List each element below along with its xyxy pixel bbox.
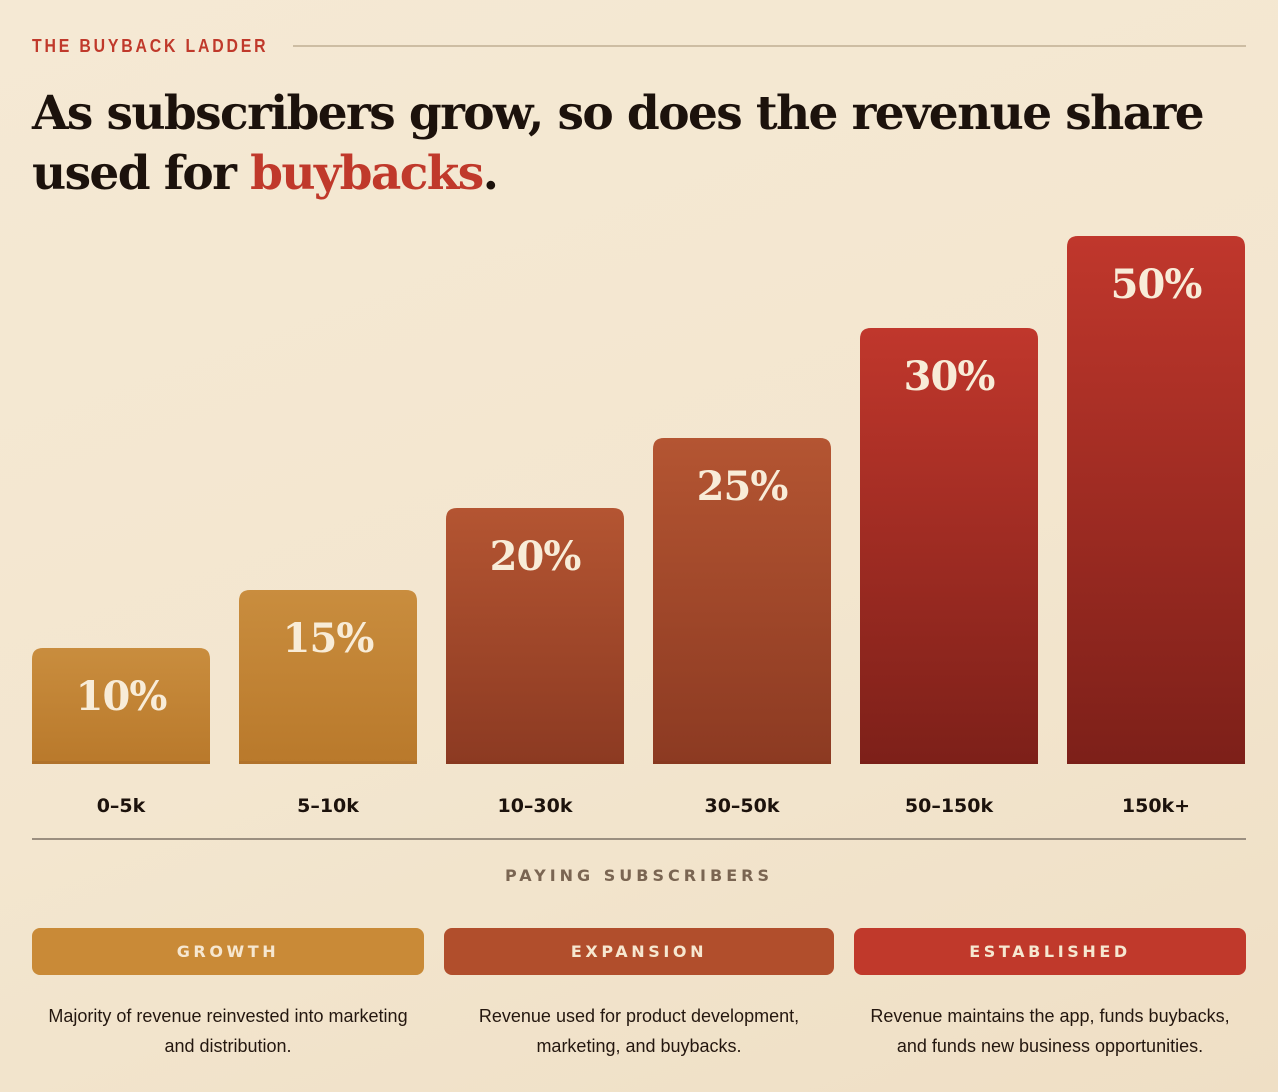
- page-title: As subscribers grow, so does the revenue…: [32, 84, 1252, 204]
- tier-description-growth: Majority of revenue reinvested into mark…: [48, 1006, 408, 1056]
- bar-150k+: [1067, 236, 1245, 764]
- tier-description-expansion: Revenue used for product development, ma…: [478, 1006, 800, 1056]
- headline-accent: buybacks: [250, 146, 484, 201]
- tier-legend: GROWTH Majority of revenue reinvested in…: [32, 928, 1246, 1061]
- tier-expansion: EXPANSION Revenue used for product devel…: [444, 928, 834, 1061]
- headline-end: .: [482, 146, 499, 201]
- bar-value-label: 50%: [1111, 261, 1203, 308]
- bar-base-edge: [32, 761, 210, 764]
- eyebrow-row: THE BUYBACK LADDER: [32, 34, 1246, 58]
- bar-base-edge: [446, 761, 624, 764]
- eyebrow-divider: [292, 45, 1246, 47]
- x-axis-title: PAYING SUBSCRIBERS: [505, 866, 773, 885]
- category-label: 0–5k: [97, 795, 146, 817]
- tier-growth: GROWTH Majority of revenue reinvested in…: [32, 928, 424, 1061]
- bar-base-edge: [239, 761, 417, 764]
- category-label: 5–10k: [297, 795, 359, 817]
- bar-value-label: 25%: [697, 463, 789, 510]
- bar-value-label: 15%: [283, 615, 375, 662]
- category-label: 150k+: [1122, 795, 1190, 817]
- bars-layer: [32, 236, 1245, 764]
- tier-description-established: Revenue maintains the app, funds buyback…: [870, 1006, 1230, 1056]
- tier-established: ESTABLISHED Revenue maintains the app, f…: [854, 928, 1246, 1061]
- tier-badge-growth: GROWTH: [32, 928, 424, 975]
- category-label: 10–30k: [497, 795, 572, 817]
- bar-value-label: 10%: [76, 673, 168, 720]
- category-label: 50–150k: [905, 795, 994, 817]
- bar-base-edge: [653, 761, 831, 764]
- value-labels-layer: 10% 15% 20% 25% 30% 50%: [76, 261, 1204, 720]
- bar-value-label: 30%: [904, 353, 996, 400]
- buyback-bar-chart: 10% 15% 20% 25% 30% 50% 0–5k 5–10k 10–30k 30–50k…: [32, 236, 1246, 840]
- bar-30–50k: [653, 438, 831, 764]
- headline-text: As subscribers grow, so does the revenue…: [32, 86, 1205, 201]
- bar-50–150k: [860, 328, 1038, 764]
- bar-base-edge: [860, 761, 1038, 764]
- tier-badge-expansion: EXPANSION: [444, 928, 834, 975]
- bar-value-label: 20%: [490, 533, 582, 580]
- category-labels-layer: 0–5k 5–10k 10–30k 30–50k 50–150k 150k+: [97, 795, 1190, 817]
- bar-0–5k: [32, 648, 210, 764]
- category-label: 30–50k: [704, 795, 779, 817]
- tier-badge-established: ESTABLISHED: [854, 928, 1246, 975]
- bar-10–30k: [446, 508, 624, 764]
- eyebrow-label: THE BUYBACK LADDER: [32, 35, 269, 56]
- bar-5–10k: [239, 590, 417, 764]
- bar-base-edge: [1067, 761, 1245, 764]
